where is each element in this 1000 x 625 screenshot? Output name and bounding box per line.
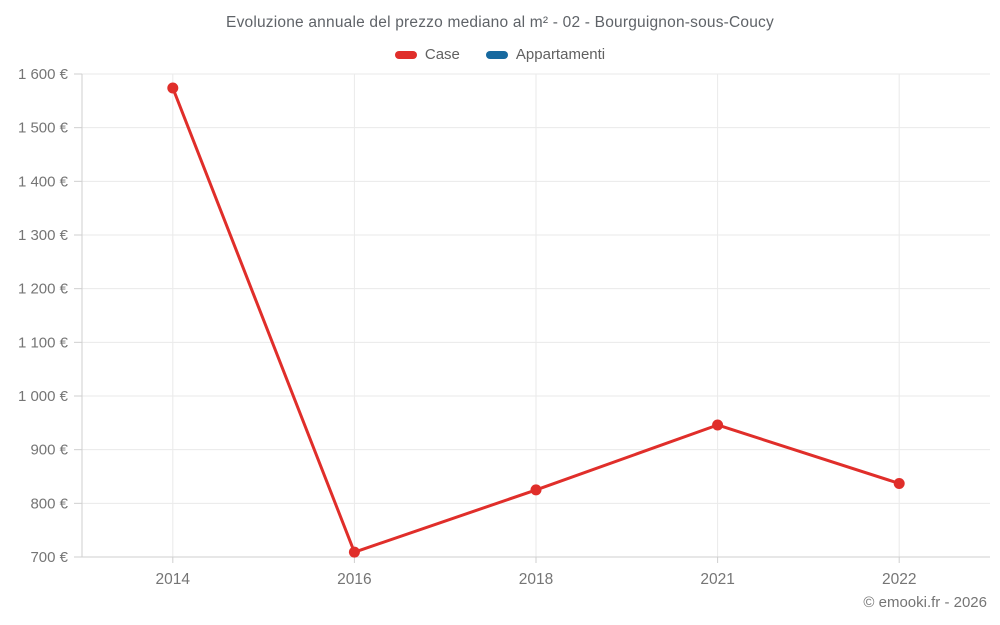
- case-data-point[interactable]: [893, 477, 905, 489]
- y-tick-label: 1 200 €: [18, 281, 69, 298]
- y-tick-label: 1 000 €: [18, 388, 69, 405]
- case-data-point[interactable]: [530, 484, 542, 496]
- y-tick-label: 1 100 €: [18, 334, 69, 351]
- case-data-point[interactable]: [348, 546, 360, 558]
- chart-title: Evoluzione annuale del prezzo mediano al…: [226, 14, 774, 31]
- y-tick-label: 1 500 €: [18, 120, 69, 137]
- chart-legend: Case Appartamenti: [0, 46, 1000, 63]
- y-tick-label: 700 €: [30, 549, 68, 566]
- x-tick-label: 2018: [519, 571, 553, 588]
- y-tick-label: 1 400 €: [18, 173, 69, 190]
- case-legend-swatch-icon: [394, 50, 417, 59]
- y-tick-label: 800 €: [30, 495, 68, 512]
- x-tick-label: 2016: [337, 571, 371, 588]
- x-tick-label: 2022: [882, 571, 916, 588]
- y-tick-label: 1 300 €: [18, 227, 69, 244]
- y-tick-label: 900 €: [30, 442, 68, 459]
- case-data-point[interactable]: [167, 82, 179, 94]
- case-data-point[interactable]: [712, 419, 724, 431]
- legend-item-case[interactable]: Case: [394, 46, 460, 63]
- legend-label-case: Case: [424, 46, 460, 63]
- x-tick-label: 2014: [156, 571, 191, 588]
- x-tick-label: 2021: [700, 571, 734, 588]
- appartamenti-legend-swatch-icon: [485, 50, 508, 59]
- y-tick-label: 1 600 €: [18, 66, 69, 83]
- copyright-text: © emooki.fr - 2026: [863, 594, 987, 611]
- legend-item-appartamenti[interactable]: Appartamenti: [485, 46, 606, 63]
- legend-label-appartamenti: Appartamenti: [515, 46, 606, 63]
